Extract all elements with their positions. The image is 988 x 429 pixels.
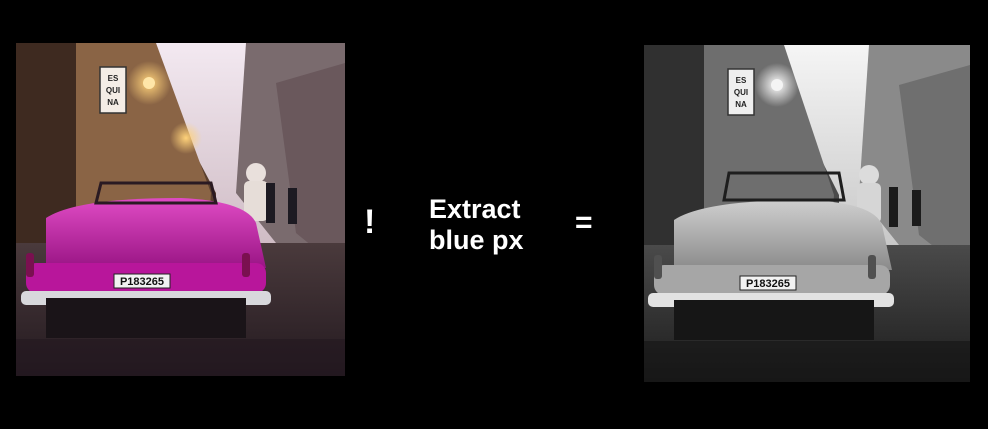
equals-symbol: = <box>575 206 593 239</box>
svg-text:ES: ES <box>108 74 119 83</box>
street-car-photo-color: ES QUI NA P183265 <box>16 43 345 376</box>
output-photo: ES QUI NA P183265 <box>644 45 970 382</box>
operation-label: Extract blue px <box>429 194 549 256</box>
street-car-photo-grayscale: ES QUI NA P183265 <box>644 45 970 382</box>
svg-text:P183265: P183265 <box>746 278 790 290</box>
svg-text:QUI: QUI <box>106 86 120 95</box>
svg-text:ES: ES <box>736 76 747 85</box>
svg-text:NA: NA <box>735 100 747 109</box>
svg-text:QUI: QUI <box>734 88 748 97</box>
operation-label-line1: Extract <box>429 194 521 224</box>
input-photo: ES QUI NA P183265 <box>16 43 345 376</box>
svg-text:P183265: P183265 <box>120 276 164 288</box>
svg-text:NA: NA <box>107 98 119 107</box>
operator-symbol: ! <box>364 203 376 241</box>
operation-label-line2: blue px <box>429 225 524 255</box>
